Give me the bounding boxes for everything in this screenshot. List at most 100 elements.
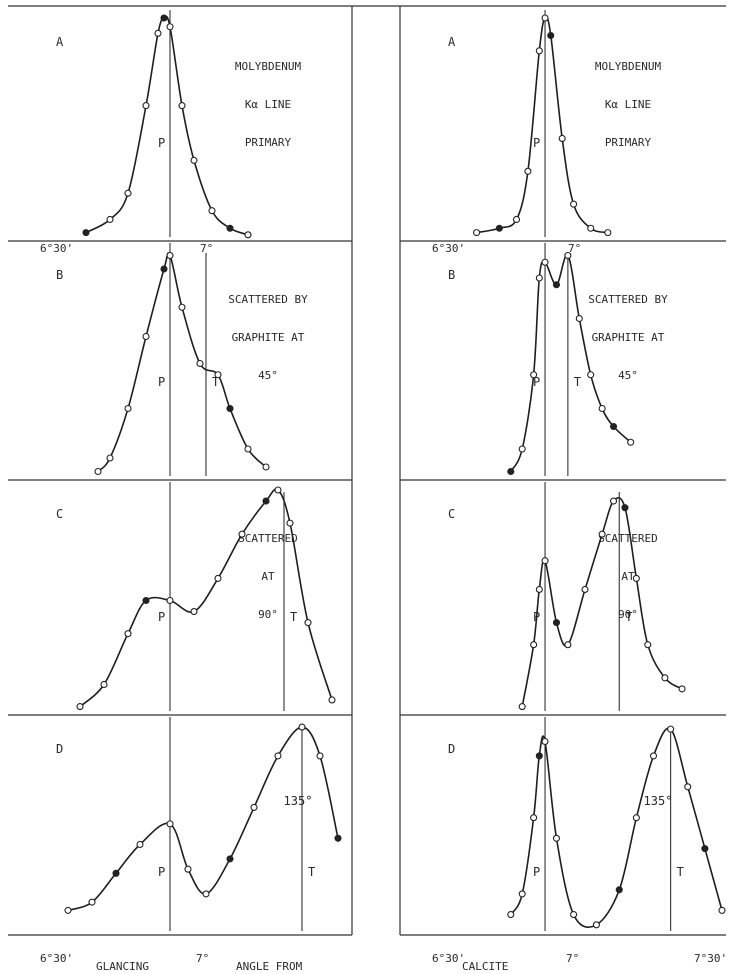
data-point	[587, 224, 595, 232]
peak-label: P	[158, 865, 165, 879]
data-point	[592, 921, 600, 929]
data-point	[178, 102, 186, 110]
data-point	[472, 229, 481, 237]
data-point	[142, 332, 150, 341]
panel-letter: D	[56, 742, 63, 756]
data-point	[547, 31, 555, 40]
peak-label: P	[158, 375, 165, 389]
data-point	[518, 445, 526, 453]
data-point	[226, 404, 234, 413]
data-point	[64, 906, 72, 914]
data-point	[82, 229, 90, 237]
data-point	[609, 422, 618, 431]
panel-letter: C	[448, 507, 455, 521]
data-point	[524, 167, 532, 175]
intensity-curve	[521, 497, 683, 707]
data-point	[136, 840, 144, 849]
data-point	[535, 47, 543, 55]
data-point	[558, 134, 566, 142]
data-point	[214, 574, 222, 582]
data-point	[632, 814, 640, 822]
data-point	[598, 530, 606, 538]
panel-annotation: MOLYBDENUM	[235, 60, 302, 73]
data-point	[701, 845, 709, 853]
data-point	[178, 303, 186, 311]
peak-label: T	[677, 865, 684, 879]
data-point	[94, 467, 102, 476]
panel-annotation: GRAPHITE AT	[592, 331, 665, 344]
peak-label: T	[212, 375, 219, 389]
data-point	[106, 454, 114, 462]
data-point	[535, 585, 543, 594]
data-point	[166, 251, 174, 260]
data-point	[166, 820, 174, 828]
data-point	[621, 504, 629, 512]
data-point	[604, 229, 612, 237]
data-point	[214, 371, 222, 379]
panel-annotation: 90°	[618, 608, 638, 621]
data-point	[609, 497, 618, 505]
data-point	[552, 281, 561, 289]
data-point	[190, 607, 198, 616]
data-point	[262, 463, 270, 471]
axis-caption-glancing: GLANCING	[96, 960, 149, 973]
panel-letter: A	[56, 35, 64, 49]
data-point	[316, 752, 324, 760]
peak-label: T	[574, 375, 581, 389]
data-point	[154, 29, 162, 37]
data-point	[541, 14, 549, 22]
data-point	[598, 404, 606, 413]
panel-annotation: MOLYBDENUM	[595, 60, 662, 73]
data-point	[106, 215, 114, 224]
intensity-curve	[67, 726, 339, 912]
data-point	[541, 737, 549, 746]
data-point	[552, 619, 561, 627]
data-point	[512, 215, 521, 224]
data-point	[250, 803, 258, 811]
bottom-tick-right-start: 6°30'	[432, 952, 465, 965]
data-point	[328, 696, 336, 704]
data-point	[208, 207, 216, 215]
data-point	[274, 486, 282, 494]
data-point	[541, 258, 549, 266]
peak-label: P	[533, 375, 540, 389]
data-point	[570, 200, 578, 208]
data-point	[124, 189, 132, 197]
panel-letter: B	[448, 268, 455, 282]
panel-letter: D	[448, 742, 455, 756]
data-point	[304, 619, 312, 627]
panel-annotation: SCATTERED	[598, 532, 658, 545]
panel-annotation: GRAPHITE AT	[232, 331, 305, 344]
data-point	[718, 906, 726, 914]
data-point	[507, 910, 515, 919]
panel-annotation: 135°	[644, 794, 673, 808]
intensity-curve	[510, 254, 632, 472]
bottom-tick-right-mid: 7°	[566, 952, 579, 965]
peak-label: T	[290, 610, 297, 624]
data-point	[100, 680, 108, 689]
bottom-tick-left-start: 6°30'	[40, 952, 73, 965]
data-point	[88, 898, 96, 906]
panel-letter: A	[448, 35, 456, 49]
data-point	[564, 641, 572, 649]
panel-annotation: 135°	[284, 794, 313, 808]
data-point	[552, 834, 561, 842]
data-point	[530, 814, 538, 822]
data-point	[238, 530, 246, 538]
data-point	[166, 596, 174, 605]
data-point	[196, 359, 204, 368]
panel-annotation: SCATTERED BY	[588, 293, 668, 306]
data-point	[564, 251, 572, 260]
bottom-tick-right-end: 7°30'	[694, 952, 727, 965]
data-point	[507, 467, 515, 476]
data-point	[190, 156, 198, 164]
panel-annotation: PRIMARY	[245, 136, 292, 149]
data-point	[535, 274, 543, 282]
data-point	[644, 641, 652, 649]
data-point	[334, 834, 342, 842]
data-point	[570, 910, 578, 919]
data-point	[661, 674, 669, 682]
bottom-tick-left-mid: 7°	[196, 952, 209, 965]
panel-annotation: Kα LINE	[245, 98, 291, 111]
